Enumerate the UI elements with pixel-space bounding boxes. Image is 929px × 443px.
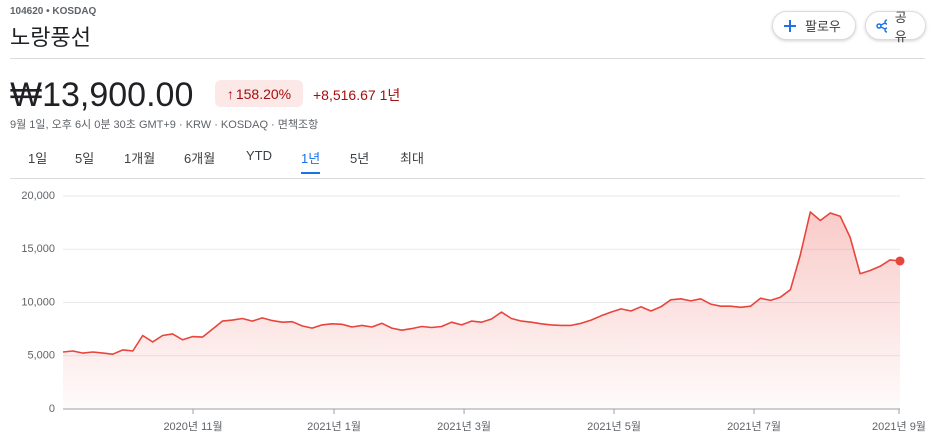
plus-icon bbox=[784, 19, 796, 32]
area bbox=[63, 212, 900, 409]
y-tick-label: 20,000 bbox=[21, 190, 55, 202]
divider bbox=[10, 178, 925, 179]
divider bbox=[10, 58, 925, 59]
change-abs-row: +8,516.67 1년 bbox=[313, 85, 400, 105]
timestamp: 9월 1일, 오후 6시 0분 30초 GMT+9 · KRW · KOSDAQ… bbox=[10, 119, 319, 131]
follow-label: 팔로우 bbox=[805, 19, 841, 34]
range-tab[interactable]: 1년 bbox=[301, 148, 321, 174]
price-line bbox=[62, 211, 901, 355]
range-tab[interactable]: 6개월 bbox=[184, 151, 216, 166]
ticker: 104620 • KOSDAQ bbox=[10, 6, 97, 17]
range-tab[interactable]: 최대 bbox=[400, 151, 424, 166]
x-tick-label: 2021년 5월 bbox=[587, 420, 641, 433]
change-pill: ↑ 158.20% bbox=[215, 80, 303, 107]
x-tick-label: 2020년 11월 bbox=[163, 420, 222, 433]
range-tab[interactable]: YTD bbox=[246, 148, 272, 163]
change-period: 1년 bbox=[379, 87, 401, 103]
price: ₩13,900.00 bbox=[10, 76, 194, 114]
range-tab[interactable]: 1개월 bbox=[124, 151, 156, 166]
up-arrow: ↑ bbox=[226, 85, 234, 102]
stock-name: 노랑풍선 bbox=[10, 25, 91, 50]
x-tick-label: 2021년 7월 bbox=[727, 420, 781, 433]
change-pct: 158.20% bbox=[235, 85, 292, 102]
y-tick-label: 10,000 bbox=[21, 296, 55, 308]
share-icon bbox=[876, 18, 887, 33]
change-abs: +8,516.67 bbox=[313, 87, 376, 103]
range-tab[interactable]: 1일 bbox=[28, 151, 48, 166]
x-tick-label: 2021년 3월 bbox=[437, 420, 491, 433]
follow-button[interactable]: 팔로우 bbox=[772, 11, 856, 40]
range-tab[interactable]: 5년 bbox=[350, 151, 370, 166]
y-tick-label: 15,000 bbox=[21, 243, 55, 255]
y-tick-label: 0 bbox=[49, 403, 55, 415]
last-point bbox=[895, 256, 905, 266]
x-tick-label: 2021년 9월 bbox=[872, 420, 926, 433]
share-button[interactable]: 공유 bbox=[865, 10, 926, 44]
y-tick-label: 5,000 bbox=[27, 350, 55, 362]
range-tab[interactable]: 5일 bbox=[75, 151, 95, 166]
x-tick-label: 2021년 1월 bbox=[307, 420, 361, 433]
share-label: 공유 bbox=[894, 9, 907, 44]
